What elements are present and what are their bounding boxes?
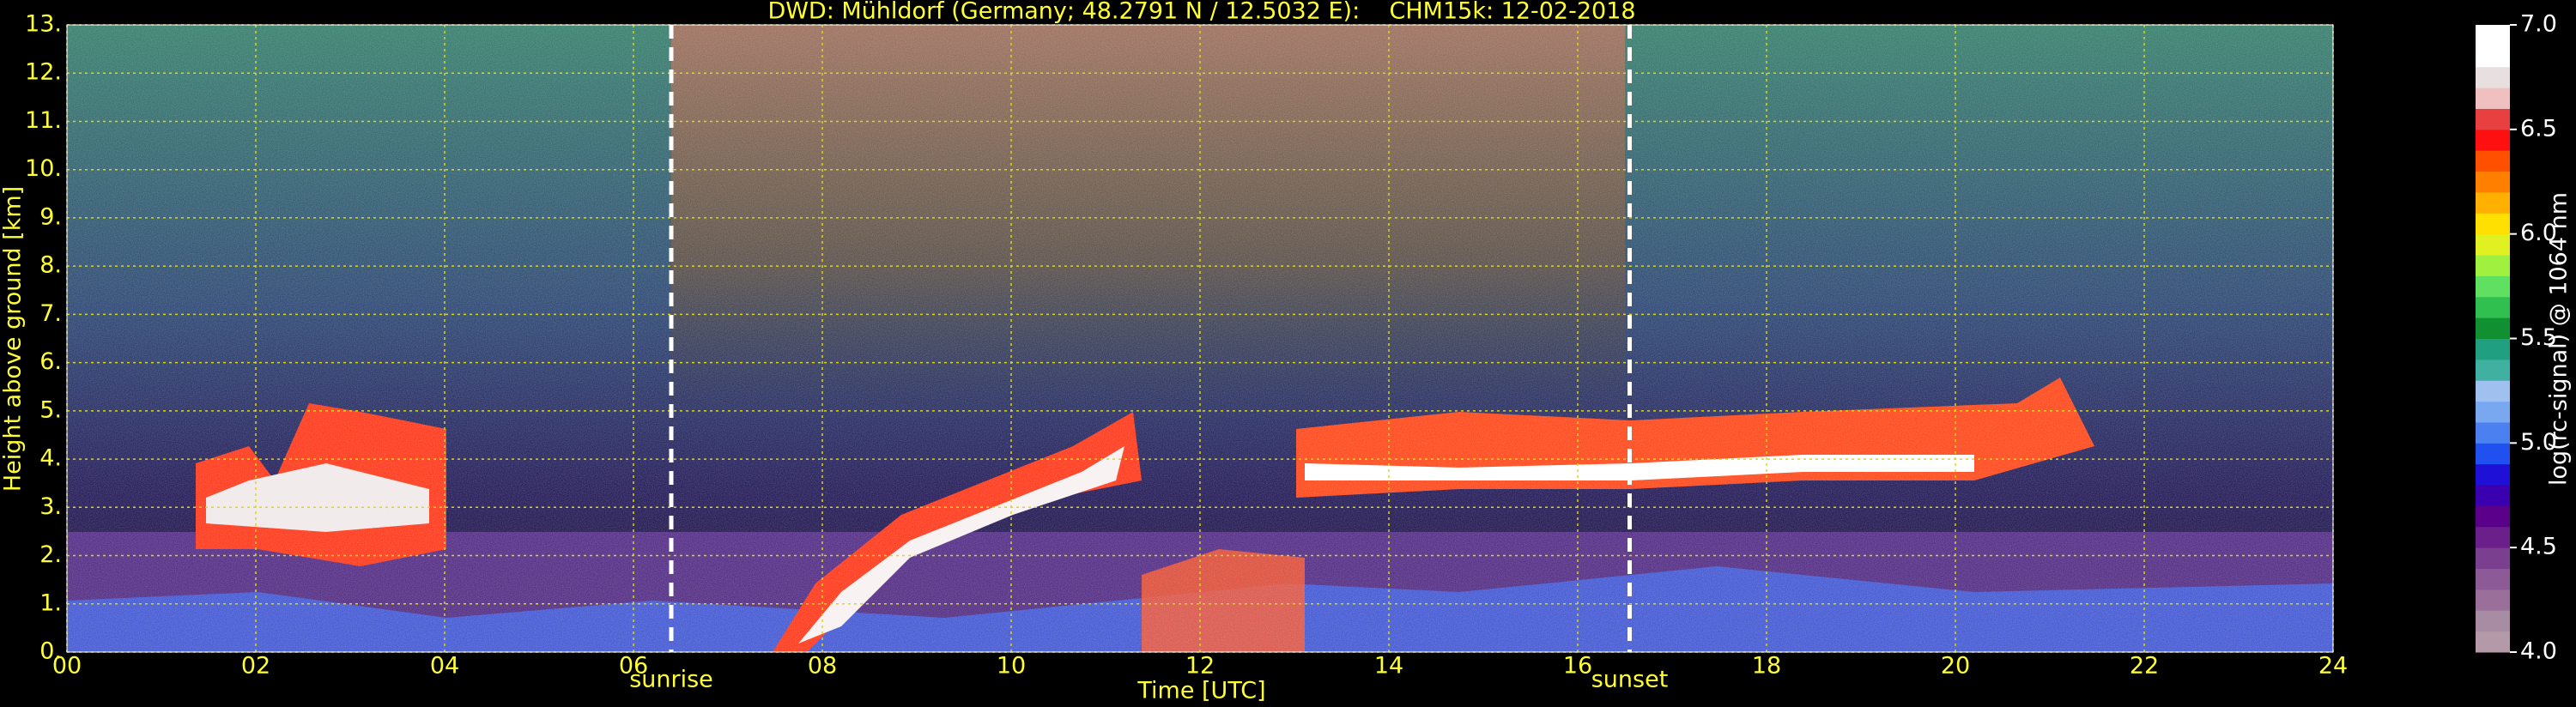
colorbar-swatch — [2476, 108, 2510, 130]
x-tick-label: 20 — [1941, 653, 1970, 680]
y-tick-label: 8. — [39, 252, 62, 279]
colorbar-swatch — [2476, 171, 2510, 193]
x-axis-label: Time [UTC] — [1136, 678, 1265, 704]
annotation: sunset — [1591, 667, 1669, 693]
colorbar-swatch — [2476, 129, 2510, 151]
colorbar-swatch — [2476, 631, 2510, 653]
colorbar-swatch — [2476, 150, 2510, 172]
colorbar-swatch — [2476, 443, 2510, 465]
colorbar-swatch — [2476, 191, 2510, 214]
colorbar-swatch — [2476, 25, 2510, 46]
y-tick-label: 3. — [39, 493, 62, 520]
x-tick-label: 00 — [52, 653, 82, 680]
colorbar-swatch — [2476, 547, 2510, 570]
y-tick-label: 13. — [25, 11, 62, 38]
y-tick-label: 11. — [25, 107, 62, 134]
x-tick-label: 14 — [1374, 653, 1403, 680]
colorbar-swatch — [2476, 275, 2510, 298]
colorbar-swatch — [2476, 568, 2510, 590]
y-tick-label: 1. — [39, 589, 62, 616]
x-tick-label: 02 — [241, 653, 270, 680]
plot-frame — [66, 24, 2334, 653]
colorbar-tick-label: 7.0 — [2520, 11, 2557, 38]
colorbar-swatch — [2476, 505, 2510, 528]
colorbar-tick-label: 6.5 — [2520, 115, 2557, 142]
colorbar-swatch — [2476, 88, 2510, 109]
y-tick-label: 5. — [39, 396, 62, 423]
colorbar-swatch — [2476, 296, 2510, 318]
colorbar-swatch — [2476, 485, 2510, 506]
chart-title: DWD: Mühldorf (Germany; 48.2791 N / 12.5… — [767, 0, 1635, 25]
y-tick-label: 2. — [39, 541, 62, 568]
x-tick-label: 22 — [2130, 653, 2159, 680]
y-tick-label: 4. — [39, 445, 62, 472]
x-tick-label: 04 — [430, 653, 459, 680]
colorbar-swatch — [2476, 338, 2510, 360]
y-tick-label: 9. — [39, 203, 62, 230]
annotation: sunrise — [629, 667, 713, 693]
colorbar-swatch — [2476, 317, 2510, 339]
colorbar-swatch — [2476, 463, 2510, 486]
colorbar-label: log(rc-signal) @ 1064 nm — [2546, 192, 2573, 486]
y-tick-label: 6. — [39, 348, 62, 375]
colorbar-swatch — [2476, 526, 2510, 548]
colorbar-swatch — [2476, 359, 2510, 381]
y-tick-label: 12. — [25, 59, 62, 86]
x-tick-label: 24 — [2318, 653, 2348, 680]
x-tick-label: 12 — [1185, 653, 1215, 680]
y-tick-label: 0. — [39, 638, 62, 665]
y-axis-label: Height above ground [km] — [0, 186, 27, 492]
x-tick-label: 08 — [808, 653, 837, 680]
colorbar-swatch — [2476, 421, 2510, 444]
colorbar-swatch — [2476, 401, 2510, 423]
colorbar-tick-label: 4.0 — [2520, 638, 2557, 665]
colorbar-tick-label: 4.5 — [2520, 534, 2557, 560]
x-tick-label: 18 — [1752, 653, 1781, 680]
colorbar-tick-label: 6.0 — [2520, 220, 2557, 246]
colorbar-tick-label: 5.5 — [2520, 324, 2557, 351]
colorbar-swatch — [2476, 66, 2510, 88]
colorbar-swatch — [2476, 380, 2510, 402]
x-tick-label: 06 — [619, 653, 648, 680]
colorbar-swatch — [2476, 213, 2510, 235]
colorbar-tick-label: 5.0 — [2520, 429, 2557, 456]
x-tick-label: 10 — [997, 653, 1026, 680]
colorbar-swatch — [2476, 610, 2510, 632]
y-tick-label: 10. — [25, 155, 62, 182]
colorbar-swatch — [2476, 233, 2510, 256]
x-tick-label: 16 — [1563, 653, 1592, 680]
y-tick-label: 7. — [39, 300, 62, 327]
colorbar-swatch — [2476, 589, 2510, 611]
colorbar-swatch — [2476, 45, 2510, 68]
colorbar-swatch — [2476, 255, 2510, 276]
